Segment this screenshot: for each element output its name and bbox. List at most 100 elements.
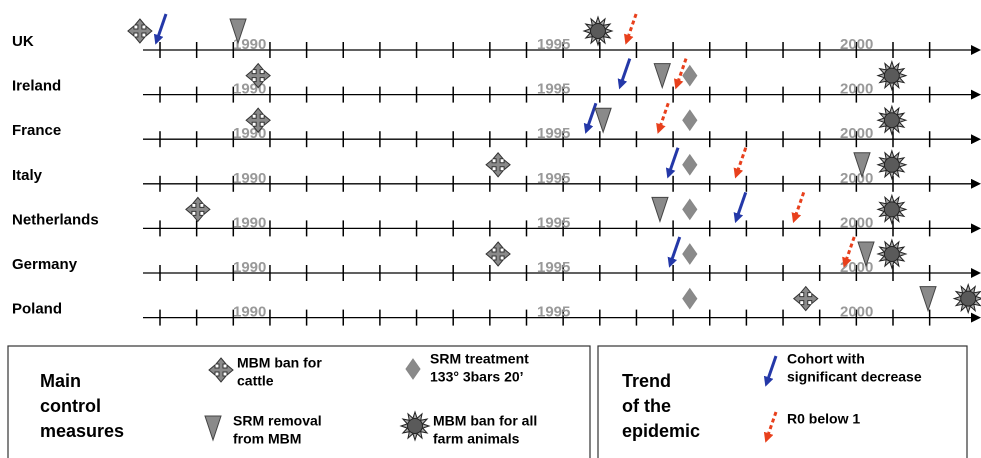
legend-text: cattle [237, 373, 274, 389]
sun-core [883, 112, 900, 129]
event-marker [673, 58, 688, 90]
red-arrow [763, 411, 778, 443]
legend-item: SRM removal from MBM [204, 413, 322, 447]
blue-arrow [583, 102, 598, 134]
red-arrow [733, 147, 748, 179]
event-marker [594, 107, 612, 134]
event-marker [583, 102, 598, 134]
event-marker [245, 62, 271, 89]
sun-core [883, 67, 900, 84]
blue-arrow [733, 191, 748, 224]
diamond-icon [682, 287, 698, 310]
event-marker [682, 243, 698, 265]
sun-core [883, 201, 900, 218]
timeline-row: France 1990 1995 2000 [12, 102, 981, 148]
event-marker [656, 102, 670, 134]
event-marker [651, 196, 669, 223]
cross-icon [485, 152, 511, 178]
legend-item: R0 below 1 [763, 411, 860, 443]
row-label: Italy [12, 167, 43, 184]
event-marker [653, 63, 671, 90]
row-label: UK [12, 33, 34, 50]
event-marker [842, 236, 856, 268]
blue-arrow [617, 58, 632, 90]
legend-text: SRM removal [233, 413, 322, 429]
legend-text: farm animals [433, 431, 520, 447]
event-marker [245, 107, 271, 133]
legend-text: MBM ban for [237, 355, 322, 371]
year-label: 1990 [233, 36, 266, 53]
row-label: France [12, 122, 61, 139]
triangle-icon [919, 286, 937, 313]
blue-arrow [667, 236, 682, 268]
event-marker [857, 241, 875, 268]
legend-text: SRM treatment [430, 351, 529, 367]
legend-box [597, 345, 968, 458]
event-marker [665, 147, 680, 179]
event-marker [791, 191, 806, 224]
legend-text: 133° 3bars 20’ [430, 369, 524, 385]
diamond-icon [682, 109, 698, 132]
blue-arrow [763, 355, 778, 387]
legend-item: MBM ban for all farm animals [399, 410, 537, 447]
red-arrow [673, 58, 688, 90]
timeline-row: Ireland 1990 1995 2000 [12, 58, 981, 103]
diamond-icon [682, 153, 698, 176]
red-arrow [791, 191, 806, 224]
event-marker [229, 18, 247, 45]
row-label: Netherlands [12, 211, 99, 228]
event-marker [185, 196, 211, 223]
event-marker [682, 153, 698, 176]
event-marker [876, 104, 908, 136]
cross-icon [185, 196, 211, 223]
sun-core [407, 418, 423, 434]
event-marker [952, 283, 981, 315]
legend-text: Cohort with [787, 351, 865, 367]
sun-core [589, 23, 606, 39]
event-marker [792, 285, 819, 312]
sun-core [960, 290, 977, 307]
event-marker [485, 241, 511, 267]
event-marker [733, 191, 748, 224]
year-label: 1995 [537, 259, 570, 276]
timeline-row: Poland 1990 1995 2000 [12, 283, 981, 326]
legend-title: of the [622, 396, 671, 416]
event-marker [876, 149, 908, 181]
red-arrow [842, 236, 856, 268]
diamond-icon [405, 358, 421, 380]
legend-title: Main [40, 371, 81, 391]
year-label: 1995 [537, 125, 570, 142]
event-marker [682, 64, 698, 87]
legend-item: SRM treatment 133° 3bars 20’ [405, 351, 529, 385]
event-marker [667, 236, 682, 268]
year-label: 2000 [840, 214, 873, 231]
year-label: 2000 [840, 125, 873, 142]
triangle-icon [653, 63, 671, 90]
year-label: 1995 [537, 36, 570, 53]
legend-title: control [40, 396, 101, 416]
triangle-icon [651, 196, 669, 223]
blue-arrow [665, 147, 680, 179]
diamond-icon [682, 64, 698, 87]
blue-arrow [153, 13, 168, 45]
year-label: 1995 [537, 81, 570, 98]
legend-text: R0 below 1 [787, 411, 860, 427]
triangle-icon [229, 18, 247, 45]
event-marker [876, 59, 908, 92]
year-label: 2000 [840, 170, 873, 187]
year-label: 1995 [537, 170, 570, 187]
cross-icon [245, 107, 271, 133]
legend-title: measures [40, 421, 124, 441]
legend-text: significant decrease [787, 369, 922, 385]
event-marker [127, 18, 153, 44]
diamond-icon [682, 198, 698, 221]
legend-title: Trend [622, 371, 671, 391]
sun-core [883, 156, 900, 173]
diamond-icon [682, 243, 698, 265]
event-marker [617, 58, 632, 90]
timeline-row: Netherlands 1990 1995 2000 [12, 191, 981, 237]
cross-icon [485, 241, 511, 267]
event-marker [682, 287, 698, 310]
event-marker [624, 13, 638, 45]
